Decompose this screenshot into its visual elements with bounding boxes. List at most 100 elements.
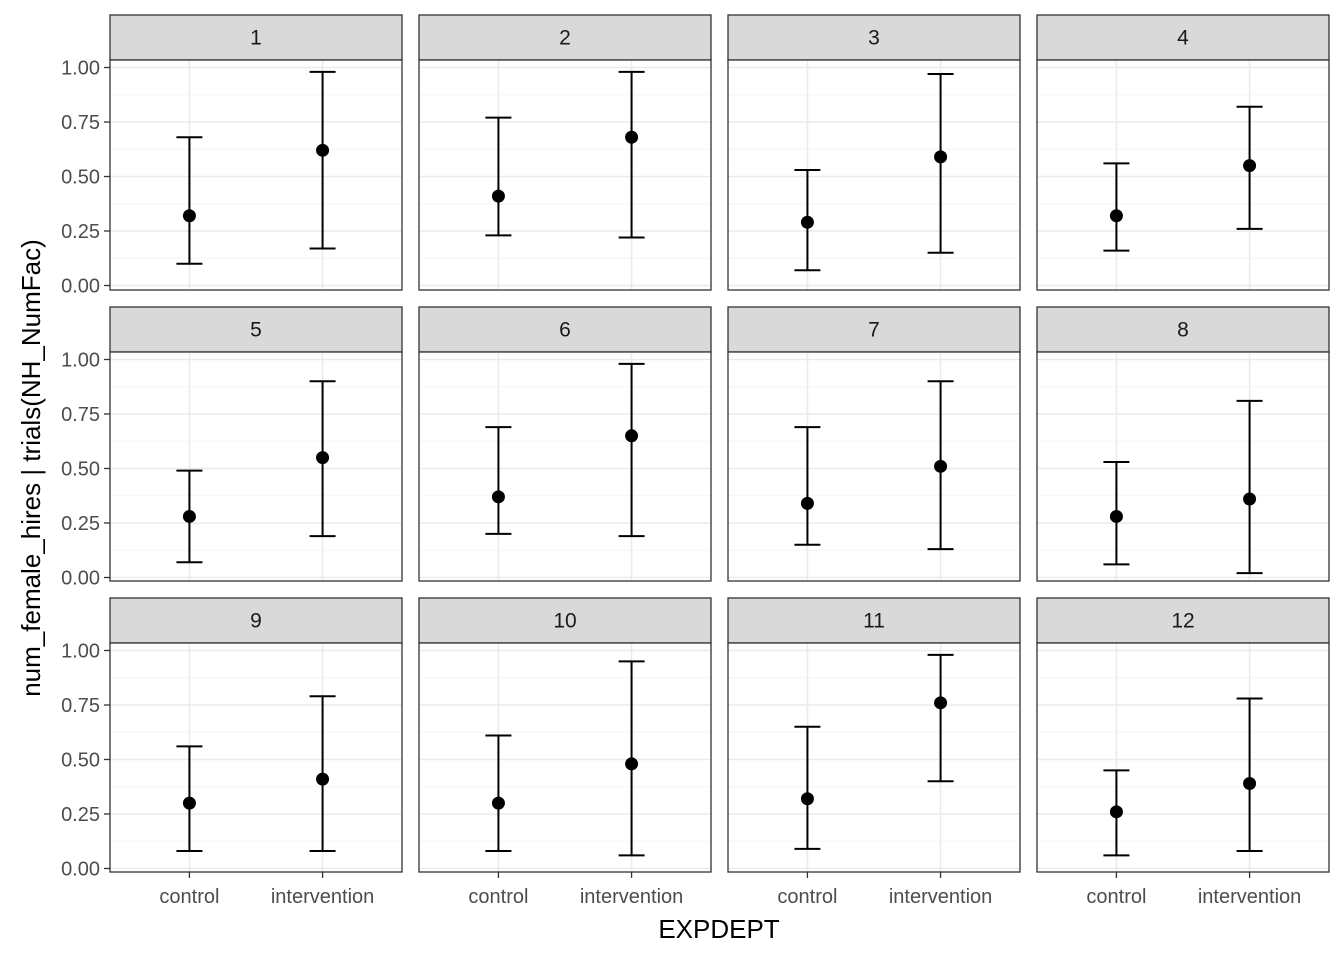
y-tick-label: 0.75: [61, 112, 100, 134]
x-tick-label: control: [777, 886, 837, 908]
y-axis-row-3: 0.00 0.25 0.50 0.75 1.00: [61, 641, 110, 881]
point-intervention: [316, 143, 330, 157]
point-control: [800, 792, 814, 806]
y-tick-label: 1.00: [61, 641, 100, 663]
panel-border: [109, 59, 403, 291]
point-control: [182, 796, 196, 810]
facet-strip: [1036, 597, 1330, 644]
facet-strip-label: 10: [553, 610, 576, 633]
point-intervention: [1243, 492, 1257, 506]
errorbar-intervention: [927, 73, 954, 254]
facet-panel-2: 2: [418, 14, 712, 291]
point-intervention: [934, 150, 948, 164]
y-tick-label: 0.25: [61, 804, 100, 826]
facet-strip-label: 5: [250, 319, 262, 342]
facet-panels: 1 2 3 45 6 7 89 10 11 12: [109, 14, 1330, 873]
y-tick-label: 1.00: [61, 58, 100, 80]
facet-strip: [109, 14, 403, 61]
panel-border: [727, 351, 1021, 582]
facet-panel-4: 4: [1036, 14, 1330, 291]
panel-border: [1036, 59, 1330, 291]
x-tick-label: intervention: [1198, 886, 1301, 908]
panel-border: [1036, 351, 1330, 582]
y-tick-label: 0.50: [61, 459, 100, 481]
errorbar-intervention: [1236, 399, 1263, 575]
panel-background: [110, 60, 402, 290]
y-tick-label: 0.00: [61, 859, 100, 881]
y-tick-label: 0.00: [61, 568, 100, 590]
panel-background: [1037, 352, 1329, 581]
x-axis-col-2: control intervention: [468, 872, 683, 908]
errorbar-control: [1103, 162, 1130, 252]
panel-background: [728, 60, 1020, 290]
panel-background: [419, 60, 711, 290]
facet-strip: [109, 597, 403, 644]
errorbar-control: [794, 725, 821, 850]
point-intervention: [316, 772, 330, 786]
facet-strip-label: 8: [1177, 319, 1189, 342]
panel-border: [727, 59, 1021, 291]
panel-border: [418, 642, 712, 873]
facet-strip-label: 12: [1171, 610, 1194, 633]
facet-strip: [1036, 14, 1330, 61]
facet-panel-7: 7: [727, 306, 1021, 582]
y-axis-row-2: 0.00 0.25 0.50 0.75 1.00: [61, 350, 110, 590]
y-tick-label: 0.00: [61, 276, 100, 298]
panel-background: [110, 643, 402, 872]
panel-background: [419, 643, 711, 872]
panel-border: [1036, 642, 1330, 873]
y-tick-label: 0.50: [61, 750, 100, 772]
x-axis-col-1: control intervention: [159, 872, 374, 908]
point-intervention: [1243, 159, 1257, 173]
facet-strip: [1036, 306, 1330, 353]
facet-strip-label: 6: [559, 319, 571, 342]
point-intervention: [934, 459, 948, 473]
facet-strip-label: 2: [559, 27, 571, 50]
point-control: [1109, 509, 1123, 523]
x-axis-col-4: control intervention: [1086, 872, 1301, 908]
x-tick-label: control: [159, 886, 219, 908]
y-axis-row-1: 0.00 0.25 0.50 0.75 1.00: [61, 58, 110, 298]
point-control: [800, 215, 814, 229]
point-intervention: [1243, 776, 1257, 790]
facet-panel-8: 8: [1036, 306, 1330, 582]
facet-strip-label: 4: [1177, 27, 1189, 50]
facet-strip: [727, 597, 1021, 644]
facet-panel-9: 9: [109, 597, 403, 873]
facet-panel-1: 1: [109, 14, 403, 291]
panel-border: [418, 59, 712, 291]
panel-border: [109, 642, 403, 873]
panel-background: [1037, 643, 1329, 872]
y-tick-label: 0.25: [61, 221, 100, 243]
errorbar-control: [485, 426, 512, 535]
y-tick-label: 0.75: [61, 404, 100, 426]
facet-panel-12: 12: [1036, 597, 1330, 873]
y-tick-label: 0.75: [61, 695, 100, 717]
facet-strip-label: 11: [863, 610, 885, 633]
panel-border: [727, 642, 1021, 873]
panel-border: [418, 351, 712, 582]
x-tick-label: control: [1086, 886, 1146, 908]
point-intervention: [316, 451, 330, 465]
y-axes: 0.00 0.25 0.50 0.75 1.00 0.00 0.25 0.50 0.75 1.00…: [61, 58, 110, 881]
point-control: [491, 490, 505, 504]
panel-background: [1037, 60, 1329, 290]
facet-strip-label: 7: [868, 319, 880, 342]
x-tick-label: intervention: [580, 886, 683, 908]
facet-strip-label: 1: [250, 27, 262, 50]
facet-strip: [418, 597, 712, 644]
point-intervention: [625, 429, 639, 443]
errorbar-control: [485, 734, 512, 853]
point-control: [800, 496, 814, 510]
errorbar-intervention: [927, 653, 954, 783]
x-axis-col-3: control intervention: [777, 872, 992, 908]
point-control: [182, 209, 196, 223]
facet-panel-6: 6: [418, 306, 712, 582]
y-tick-label: 1.00: [61, 350, 100, 372]
facet-panel-5: 5: [109, 306, 403, 582]
facet-strip: [418, 14, 712, 61]
y-tick-label: 0.25: [61, 513, 100, 535]
point-intervention: [934, 696, 948, 710]
facet-strip-label: 3: [868, 27, 880, 50]
panel-background: [110, 352, 402, 581]
